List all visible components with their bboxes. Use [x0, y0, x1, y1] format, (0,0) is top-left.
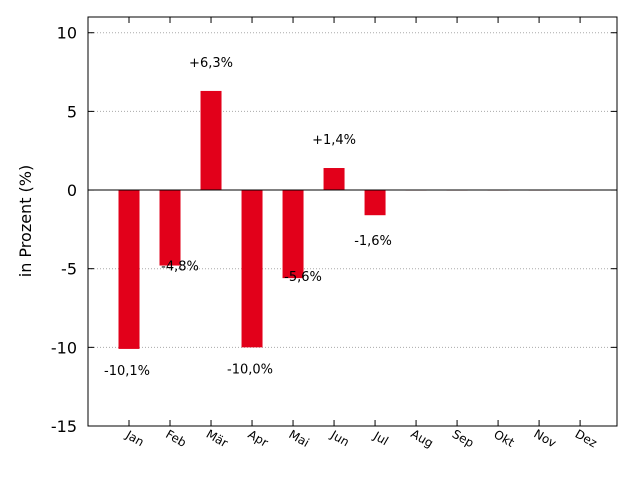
x-tick-label: Jul [370, 428, 390, 448]
data-labels: -10,1% -4,8% +6,3% -10,0% -5,6% +1,4% -1,6% [104, 56, 392, 379]
x-tick-label: Nov [531, 427, 558, 451]
x-tick-label: Jun [328, 427, 352, 449]
x-tick-label: Apr [246, 427, 271, 450]
x-tick-label: Jan [123, 427, 147, 449]
data-label: -10,1% [104, 364, 150, 379]
data-label: -10,0% [227, 362, 273, 377]
bar-7 [364, 190, 386, 216]
grid-lines [88, 32, 617, 348]
bar-5 [282, 190, 304, 279]
y-tick-label: 5 [67, 102, 77, 121]
y-axis-title: in Prozent (%) [16, 165, 35, 277]
y-axis-ticks: 10 5 0 -5 -10 -15 [51, 24, 617, 436]
data-label: -5,6% [284, 270, 322, 285]
x-tick-label: Feb [163, 427, 188, 450]
y-tick-label: 10 [57, 24, 77, 43]
x-tick-label: Mär [204, 427, 231, 450]
bar-6 [323, 168, 345, 191]
x-tick-label: Mai [286, 427, 311, 450]
bar-4 [241, 190, 263, 348]
bar-1 [118, 190, 140, 349]
data-label: +1,4% [312, 133, 356, 148]
x-tick-label: Okt [491, 427, 517, 450]
y-tick-label: -15 [51, 417, 77, 436]
bar-3 [200, 90, 222, 191]
data-label: -4,8% [161, 260, 199, 275]
bar-2 [159, 190, 181, 266]
y-tick-label: 0 [67, 181, 77, 200]
y-tick-label: -5 [61, 260, 77, 279]
data-label: +6,3% [189, 56, 233, 71]
bars [118, 90, 591, 349]
data-label: -1,6% [354, 234, 392, 249]
x-tick-label: Sep [450, 427, 477, 450]
x-tick-label: Aug [408, 427, 435, 451]
plot-frame [87, 16, 618, 427]
x-tick-label: Dez [573, 427, 600, 451]
y-tick-label: -10 [51, 338, 77, 357]
